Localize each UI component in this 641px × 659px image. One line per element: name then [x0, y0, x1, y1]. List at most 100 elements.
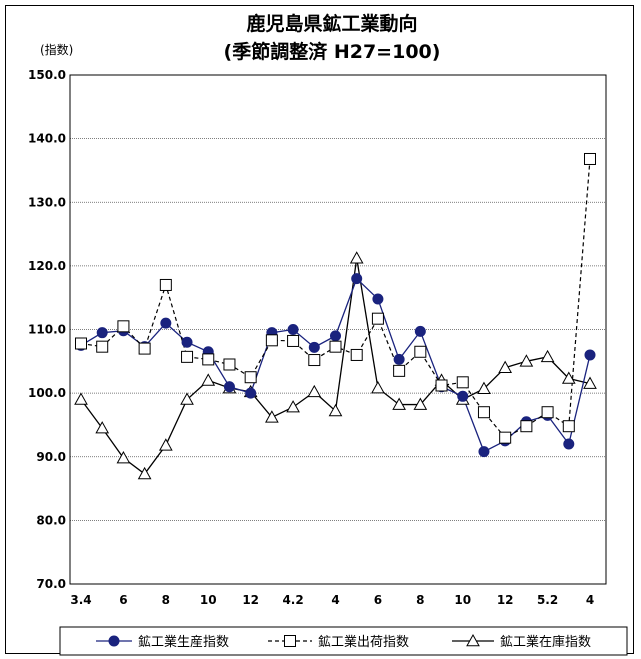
data-point [519, 354, 534, 367]
y-tick-label: 90.0 [36, 450, 66, 464]
series-3 [80, 258, 591, 475]
data-point [456, 376, 469, 389]
data-point [477, 406, 490, 419]
data-point [74, 392, 88, 405]
data-point [584, 152, 596, 165]
y-tick-label: 100.0 [28, 386, 66, 400]
data-point [117, 320, 130, 333]
data-point [562, 420, 575, 433]
data-point [181, 336, 193, 348]
data-point [499, 431, 512, 444]
x-tick-label: 3.4 [70, 593, 91, 607]
y-tick-label: 110.0 [28, 323, 66, 337]
data-point [435, 379, 448, 392]
series-2-points [75, 152, 596, 444]
legend-label: 鉱工業生産指数 [138, 634, 229, 650]
series-lines [74, 152, 597, 480]
x-tick-label: 5.2 [537, 593, 558, 607]
series-line [80, 158, 591, 439]
x-tick-label: 12 [497, 593, 514, 607]
chart-title: 鹿児島県鉱工業動向 [246, 12, 417, 35]
data-point [223, 381, 235, 393]
x-tick-label: 6 [119, 593, 127, 607]
x-tick-label: 8 [416, 593, 424, 607]
chart-subtitle: (季節調整済 H27=100) [224, 40, 441, 63]
data-point [95, 421, 110, 434]
legend-label: 鉱工業在庫指数 [500, 634, 591, 650]
legend-item: 鉱工業出荷指数 [268, 634, 409, 650]
data-point [414, 345, 427, 358]
y-tick-label: 150.0 [28, 68, 66, 82]
y-tick-label: 120.0 [28, 259, 66, 273]
y-tick-labels: 70.0 80.0 90.0 100.0 110.0 120.0 130.0 140.0 150… [28, 68, 66, 591]
data-point [392, 397, 406, 410]
data-point [371, 312, 384, 325]
data-point [201, 373, 216, 386]
x-tick-label: 8 [162, 593, 170, 607]
data-point [583, 376, 597, 389]
x-tick-labels: 3.4 6 8 10 12 4.2 4 6 8 10 12 5.2 4 [70, 593, 594, 607]
data-point [413, 397, 428, 410]
y-tick-label: 70.0 [36, 577, 66, 591]
data-point [330, 330, 341, 342]
data-point [393, 353, 405, 365]
legend: 鉱工業生産指数 鉱工業出荷指数 鉱工業在庫指数 [59, 626, 628, 656]
grid-lines [70, 138, 606, 521]
x-tick-label: 12 [242, 593, 259, 607]
data-point [96, 340, 109, 353]
data-point [245, 387, 257, 399]
data-point [265, 334, 278, 347]
data-point [371, 381, 385, 394]
data-point [180, 392, 194, 405]
legend-item: 鉱工業在庫指数 [452, 633, 591, 650]
legend-box [59, 626, 628, 656]
data-point [308, 354, 321, 367]
x-tick-label: 6 [374, 593, 382, 607]
y-tick-label: 130.0 [28, 195, 66, 209]
data-point [244, 371, 257, 384]
x-tick-label: 10 [200, 593, 217, 607]
data-point [202, 353, 215, 366]
data-point [116, 450, 131, 464]
data-point [181, 350, 194, 363]
data-point [286, 400, 300, 413]
data-point [223, 358, 236, 371]
data-point [159, 278, 172, 291]
data-point [350, 348, 363, 361]
data-point [308, 341, 320, 353]
data-point [96, 327, 108, 339]
data-point [477, 381, 491, 394]
data-point [287, 324, 299, 335]
series-2 [80, 158, 591, 439]
data-point [541, 406, 554, 419]
data-point [563, 438, 575, 450]
data-point [372, 293, 384, 305]
data-point [540, 349, 555, 363]
data-point [457, 390, 469, 402]
data-point [478, 446, 490, 458]
data-point [160, 317, 172, 329]
data-point [328, 403, 343, 417]
data-point [287, 334, 300, 347]
data-point [561, 371, 576, 384]
data-point [138, 342, 151, 355]
data-point [498, 360, 513, 373]
x-tick-label: 10 [454, 593, 471, 607]
data-point [349, 251, 364, 264]
data-point [137, 466, 152, 480]
legend-marker [284, 635, 296, 647]
y-tick-label: 140.0 [28, 132, 66, 146]
data-point [307, 384, 322, 398]
data-point [393, 364, 406, 377]
series-3-points [74, 251, 597, 480]
data-point [158, 438, 173, 451]
legend-marker [466, 633, 480, 647]
series-line [80, 258, 591, 475]
x-tick-label: 4 [586, 593, 594, 607]
x-tick-label: 4.2 [282, 593, 303, 607]
data-point [351, 273, 363, 285]
data-point [520, 420, 533, 433]
legend-label: 鉱工業出荷指数 [318, 634, 409, 650]
data-point [75, 337, 87, 350]
